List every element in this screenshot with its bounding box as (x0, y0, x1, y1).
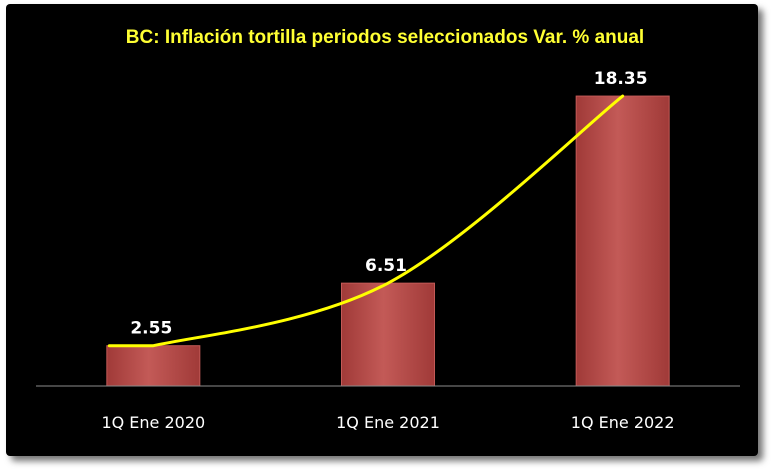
x-tick-label-1: 1Q Ene 2021 (336, 413, 440, 432)
trend-line (107, 94, 625, 348)
bar-1 (341, 282, 435, 387)
data-label-0: 2.55 (130, 319, 172, 339)
bar-2 (575, 95, 670, 387)
x-tick-label-2: 1Q Ene 2022 (571, 413, 675, 432)
data-label-1: 6.51 (365, 256, 407, 276)
bar-0 (106, 345, 201, 387)
data-label-2: 18.35 (594, 69, 648, 89)
x-tick-label-0: 1Q Ene 2020 (101, 413, 205, 432)
chart-title: BC: Inflación tortilla periodos seleccio… (126, 27, 644, 48)
